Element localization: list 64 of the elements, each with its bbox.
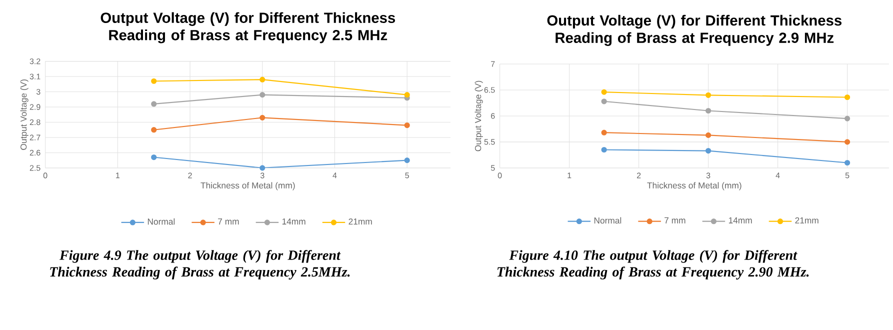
- point: [706, 108, 712, 114]
- x-tick-label: 3: [706, 172, 710, 178]
- point: [844, 139, 850, 145]
- y-tick-label: 2.6: [30, 150, 40, 156]
- legend-label: 7 mm: [664, 217, 686, 224]
- point: [151, 154, 157, 160]
- y-tick-label: 5: [490, 165, 495, 171]
- chart-title: Output Voltage (V) for Different Thickness Reading of Brass at Frequency 2.9 MHz: [547, 14, 842, 46]
- point: [844, 94, 850, 100]
- point: [404, 158, 410, 164]
- point: [260, 114, 266, 121]
- legend-label: Normal: [148, 218, 175, 225]
- point: [706, 92, 712, 98]
- legend-label: Normal: [594, 217, 622, 224]
- x-tick-label: 1: [116, 172, 120, 178]
- x-tick-label: 3: [260, 172, 264, 178]
- point: [404, 122, 410, 128]
- point: [601, 98, 607, 104]
- legend-label: 14mm: [282, 218, 306, 224]
- y-tick-label: 5.5: [484, 139, 495, 145]
- point: [260, 92, 266, 98]
- x-tick-label: 0: [43, 172, 48, 178]
- y-tick-label: 2.9: [30, 104, 40, 110]
- caption: Figure 4.9 The output Voltage (V) for Different Thickness Reading of Brass at Frequency 2.5MHz.: [50, 250, 350, 280]
- point: [260, 76, 266, 82]
- y-tick-label: 6: [491, 113, 495, 119]
- point: [151, 127, 157, 133]
- point: [151, 101, 157, 107]
- caption: Figure 4.10 The output Voltage (V) for Different Thickness Reading of Brass at Frequency 2.90 MHz.: [497, 250, 809, 280]
- chart-title: Output Voltage (V) for Different Thickness Reading of Brass at Frequency 2.5 MHz: [100, 12, 395, 44]
- x-tick-label: 2: [188, 172, 192, 178]
- y-tick-label: 2.7: [30, 134, 40, 140]
- point: [706, 132, 712, 138]
- point: [844, 116, 850, 122]
- x-axis-title: Thickness of Metal (mm): [200, 182, 295, 190]
- point: [404, 92, 410, 98]
- y-tick-label: 3.2: [30, 58, 40, 64]
- legend-label: 21mm: [348, 218, 372, 225]
- x-tick-label: 0: [498, 172, 502, 178]
- y-axis-title: Output Voltage (V): [474, 80, 483, 152]
- x-tick-label: 1: [568, 172, 572, 178]
- y-tick-label: 3: [36, 89, 40, 95]
- x-tick-label: 4: [776, 172, 780, 178]
- point: [601, 147, 607, 153]
- legend-label: 21mm: [795, 217, 818, 224]
- x-tick-label: 4: [332, 172, 337, 178]
- y-tick-label: 7: [491, 61, 495, 67]
- y-tick-label: 2.8: [30, 119, 40, 126]
- point: [151, 78, 157, 84]
- x-tick-label: 5: [405, 172, 409, 178]
- x-tick-label: 2: [636, 172, 641, 178]
- point: [601, 130, 607, 136]
- legend-label: 14mm: [728, 217, 752, 224]
- y-tick-label: 3.1: [30, 74, 40, 80]
- point: [706, 148, 712, 154]
- point: [601, 89, 607, 95]
- point: [844, 160, 850, 166]
- x-axis-title: Thickness of Metal (mm): [647, 182, 742, 190]
- legend-label: 7 mm: [218, 218, 239, 224]
- y-axis-title: Output Voltage (V): [20, 80, 28, 150]
- y-tick-label: 2.5: [30, 165, 40, 171]
- x-tick-label: 5: [845, 172, 850, 178]
- point: [260, 165, 266, 171]
- y-tick-label: 6.5: [484, 87, 495, 93]
